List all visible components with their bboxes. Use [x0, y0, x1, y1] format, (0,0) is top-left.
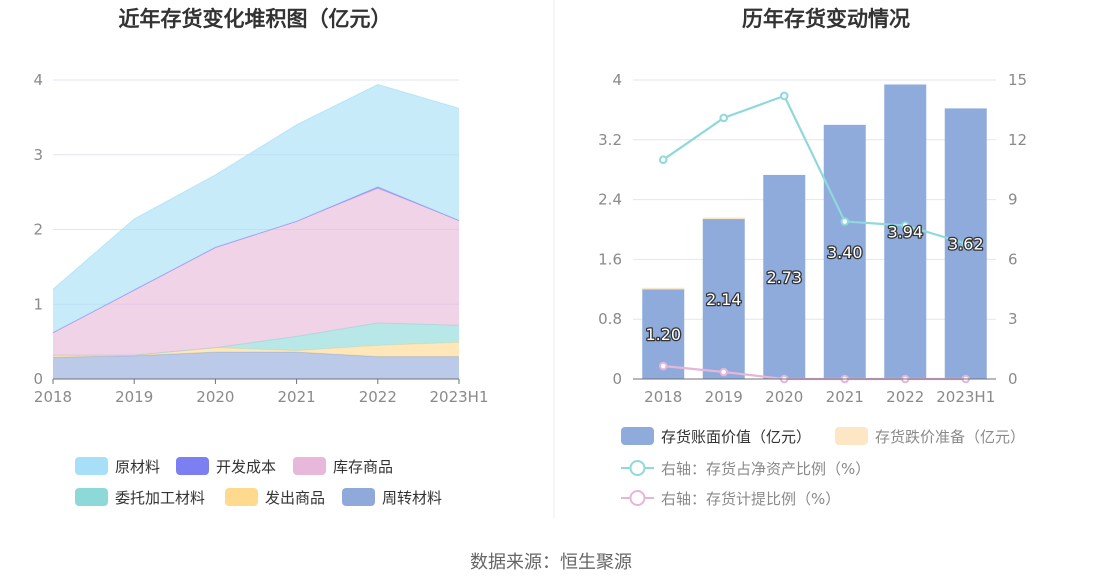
- line-point-3: [658, 361, 668, 371]
- left-areas: [52, 83, 460, 379]
- x-tick-label: 2019: [705, 388, 743, 406]
- line-point-2: [961, 239, 971, 248]
- legend-label: 右轴：存货计提比例（%）: [661, 490, 840, 508]
- right-bars: [642, 84, 987, 380]
- line-series-2: [662, 94, 967, 245]
- legend-label: 右轴：存货占净资产比例（%）: [661, 460, 870, 478]
- legend-swatch: [75, 488, 108, 506]
- bar-book-value: [884, 84, 927, 380]
- y-tick-label: 4: [612, 71, 622, 89]
- y-tick-label: 0: [612, 370, 622, 388]
- bar-value-label: 1.20: [645, 325, 681, 344]
- left-chart-title: 近年存货变化堆积图（亿元）: [119, 7, 392, 31]
- legend-label: 开发成本: [216, 458, 276, 476]
- y2-tick-label: 15: [1008, 71, 1027, 89]
- legend-swatch: [621, 427, 654, 445]
- legend-swatch: [75, 457, 108, 475]
- left-x-axis: 2018 2019 2020 2021 2022 2023H1: [34, 378, 489, 406]
- bar-impairment: [642, 287, 685, 290]
- legend-label: 库存商品: [333, 458, 393, 476]
- right-y-axis-left: 0 0.8 1.6 2.4 3.2 4: [598, 71, 622, 388]
- bar-book-value: [702, 219, 745, 379]
- right-grid: [633, 79, 996, 380]
- x-tick-label: 2022: [359, 388, 397, 406]
- legend-label: 原材料: [115, 458, 160, 476]
- y-tick-label: 1: [33, 295, 43, 313]
- line-point-2: [779, 91, 789, 101]
- line-point-2: [900, 221, 910, 230]
- bar-value-label: 2.73: [766, 268, 802, 287]
- bar-value-label: 3.94: [887, 223, 923, 242]
- x-tick-label: 2021: [826, 388, 864, 406]
- left-y-axis: 0 1 2 3 4: [33, 71, 43, 388]
- x-tick-label: 2023H1: [936, 388, 995, 406]
- y-tick-label: 4: [33, 71, 43, 89]
- legend-label: 存货跌价准备（亿元）: [875, 428, 1025, 446]
- source-text: 数据来源：恒生聚源: [470, 552, 632, 573]
- right-bar-labels: 1.20 2.14 2.73 3.40 3.94 3.62: [644, 221, 985, 345]
- legend-swatch: [835, 427, 868, 445]
- stacked-area-chart: 近年存货变化堆积图（亿元） 0 1 2 3 4 2018 2019 2020 2021 2022…: [33, 7, 488, 507]
- right-y-axis-right: 0 3 6 9 12 15: [1008, 71, 1027, 388]
- bar-value-label: 2.14: [706, 290, 742, 309]
- legend-label: 周转材料: [382, 489, 442, 507]
- y2-tick-label: 3: [1008, 310, 1018, 328]
- x-tick-label: 2023H1: [430, 388, 489, 406]
- right-chart-title: 历年存货变动情况: [742, 7, 910, 31]
- y2-tick-label: 12: [1008, 131, 1027, 149]
- y-tick-label: 2: [33, 221, 43, 239]
- legend-label: 委托加工材料: [115, 489, 205, 507]
- legend-swatch: [225, 488, 258, 506]
- y-tick-label: 1.6: [598, 250, 622, 268]
- legend-swatch: [176, 457, 209, 475]
- x-tick-label: 2019: [115, 388, 153, 406]
- x-tick-label: 2021: [278, 388, 316, 406]
- x-tick-label: 2020: [765, 388, 803, 406]
- y-tick-label: 0: [33, 370, 43, 388]
- bar-book-value: [823, 124, 866, 379]
- legend-swatch: [342, 488, 375, 506]
- y2-tick-label: 9: [1008, 191, 1018, 209]
- line-point-2: [658, 155, 668, 165]
- right-x-axis: 2018 2019 2020 2021 2022 2023H1: [633, 378, 996, 406]
- y-tick-label: 2.4: [598, 191, 622, 209]
- legend-label: 存货账面价值（亿元）: [661, 428, 811, 446]
- legend-label: 发出商品: [265, 489, 325, 507]
- area-0: [53, 352, 459, 379]
- right-legend: 存货账面价值（亿元） 存货跌价准备（亿元） 右轴：存货占净资产比例（%） 右轴：存货计…: [621, 427, 1025, 508]
- legend-swatch: [293, 457, 326, 475]
- area-5: [53, 84, 459, 333]
- line-point-3: [719, 367, 729, 377]
- area-3: [53, 188, 459, 356]
- line-point-2: [719, 113, 729, 123]
- line-point-2: [840, 217, 850, 226]
- y-tick-label: 0.8: [598, 310, 622, 328]
- x-tick-label: 2018: [34, 388, 72, 406]
- y2-tick-label: 6: [1008, 250, 1018, 268]
- bar-value-label: 3.62: [948, 235, 984, 254]
- bar-impairment: [702, 217, 745, 220]
- y-tick-label: 3.2: [598, 131, 622, 149]
- area-edge-5: [52, 83, 460, 290]
- bar-book-value: [763, 174, 806, 379]
- bar-line-chart: 历年存货变动情况 1.20 2.14 2.73 3.40 3.94 3.62 0 0.8 1.…: [598, 7, 1027, 508]
- x-tick-label: 2020: [196, 388, 234, 406]
- area-2: [53, 322, 459, 356]
- bar-value-label: 3.40: [827, 243, 863, 262]
- x-tick-label: 2022: [886, 388, 924, 406]
- y2-tick-label: 0: [1008, 370, 1018, 388]
- legend-line-marker: [629, 490, 646, 506]
- x-tick-label: 2018: [644, 388, 682, 406]
- y-tick-label: 3: [33, 146, 43, 164]
- legend-line-marker: [629, 460, 646, 476]
